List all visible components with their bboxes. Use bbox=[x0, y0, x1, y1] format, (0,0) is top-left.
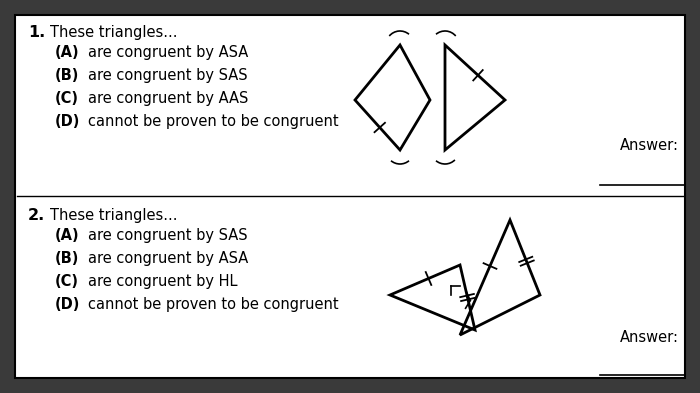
Text: Answer:: Answer: bbox=[620, 138, 679, 153]
Text: cannot be proven to be congruent: cannot be proven to be congruent bbox=[88, 114, 339, 129]
Text: are congruent by AAS: are congruent by AAS bbox=[88, 91, 248, 106]
Text: 1.: 1. bbox=[28, 25, 46, 40]
Text: (D): (D) bbox=[55, 114, 80, 129]
Text: (A): (A) bbox=[55, 228, 80, 243]
Text: are congruent by ASA: are congruent by ASA bbox=[88, 251, 248, 266]
Text: (D): (D) bbox=[55, 297, 80, 312]
Text: 2.: 2. bbox=[28, 208, 46, 223]
Text: are congruent by SAS: are congruent by SAS bbox=[88, 68, 248, 83]
Text: (B): (B) bbox=[55, 68, 79, 83]
Text: These triangles...: These triangles... bbox=[50, 25, 178, 40]
Text: Answer:: Answer: bbox=[620, 330, 679, 345]
Text: are congruent by SAS: are congruent by SAS bbox=[88, 228, 248, 243]
Text: are congruent by ASA: are congruent by ASA bbox=[88, 45, 248, 60]
Text: (C): (C) bbox=[55, 91, 79, 106]
Text: are congruent by HL: are congruent by HL bbox=[88, 274, 237, 289]
Text: (B): (B) bbox=[55, 251, 79, 266]
Text: cannot be proven to be congruent: cannot be proven to be congruent bbox=[88, 297, 339, 312]
Text: (C): (C) bbox=[55, 274, 79, 289]
Text: (A): (A) bbox=[55, 45, 80, 60]
Text: These triangles...: These triangles... bbox=[50, 208, 178, 223]
